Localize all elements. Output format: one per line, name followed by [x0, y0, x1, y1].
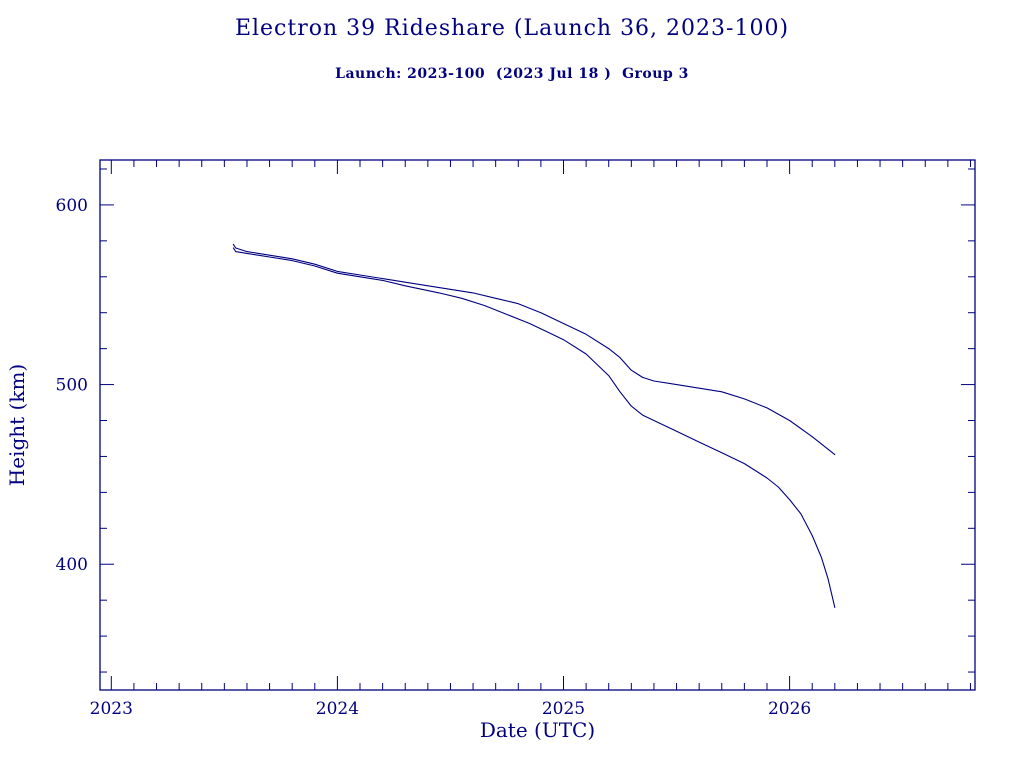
- x-axis-label: Date (UTC): [479, 718, 596, 742]
- series-line-lower-object: [232, 247, 836, 608]
- series-line-upper-object: [232, 243, 836, 456]
- y-tick-label: 400: [56, 555, 88, 575]
- x-tick-label: 2024: [316, 699, 359, 719]
- y-tick-label: 500: [56, 376, 88, 396]
- y-axis-label: Height (km): [5, 363, 29, 487]
- chart-subtitle: Launch: 2023-100 (2023 Jul 18 ) Group 3: [335, 66, 689, 82]
- chart-title: Electron 39 Rideshare (Launch 36, 2023-1…: [234, 16, 790, 41]
- x-tick-label: 2026: [768, 699, 811, 719]
- x-tick-label: 2023: [90, 699, 133, 719]
- plot-frame: [99, 159, 976, 691]
- x-tick-label: 2025: [542, 699, 585, 719]
- y-tick-label: 600: [56, 196, 88, 216]
